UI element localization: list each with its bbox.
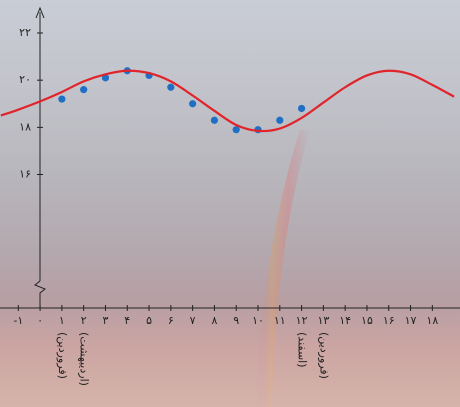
- x-tick-label: ۲: [81, 314, 87, 327]
- x-tick-label: ۴: [124, 314, 130, 327]
- x-tick-label: ۹: [233, 314, 239, 327]
- month-annotation: (اسفند): [296, 332, 309, 368]
- curve: [1, 71, 454, 131]
- data-point: [211, 117, 218, 124]
- x-tick-label: ۱: [59, 314, 65, 327]
- x-tick-label: -۱: [13, 314, 23, 327]
- y-tick-label: ۲۰: [19, 73, 31, 86]
- x-tick-label: ۰: [37, 314, 43, 327]
- x-tick-label: ۵: [146, 314, 152, 327]
- x-tick-label: ۷: [190, 314, 196, 327]
- data-point: [276, 117, 283, 124]
- data-point: [298, 105, 305, 112]
- x-tick-label: ۳: [103, 314, 109, 327]
- month-annotation: (فروردین): [317, 332, 330, 379]
- x-tick-label: ۱۴: [339, 314, 351, 327]
- y-tick-label: ۱۸: [19, 120, 31, 133]
- x-tick-label: ۱۶: [383, 314, 395, 327]
- x-tick-label: ۱۱: [274, 314, 286, 327]
- data-point: [58, 95, 65, 102]
- data-point: [80, 86, 87, 93]
- x-tick-label: ۱۷: [405, 314, 417, 327]
- x-tick-label: ۱۳: [317, 314, 329, 327]
- data-point: [189, 100, 196, 107]
- x-tick-label: ۱۸: [426, 314, 438, 327]
- screenshot: -۱۰۱۲۳۴۵۶۷۸۹۱۰۱۱۱۲۱۳۱۴۱۵۱۶۱۷۱۸۱۶۱۸۲۰۲۲(ف…: [0, 0, 460, 407]
- x-tick-label: ۱۲: [296, 314, 308, 327]
- y-tick-label: ۲۲: [19, 26, 31, 39]
- x-tick-label: ۸: [211, 314, 217, 327]
- data-point: [167, 84, 174, 91]
- x-tick-label: ۱۵: [361, 314, 373, 327]
- y-tick-label: ۱۶: [19, 168, 31, 181]
- chart: -۱۰۱۲۳۴۵۶۷۸۹۱۰۱۱۱۲۱۳۱۴۱۵۱۶۱۷۱۸۱۶۱۸۲۰۲۲(ف…: [0, 0, 460, 407]
- month-annotation: (فروردین): [56, 332, 69, 379]
- x-tick-label: ۱۰: [252, 314, 264, 327]
- month-annotation: (اردیبهشت): [78, 332, 91, 386]
- x-tick-label: ۶: [168, 314, 174, 327]
